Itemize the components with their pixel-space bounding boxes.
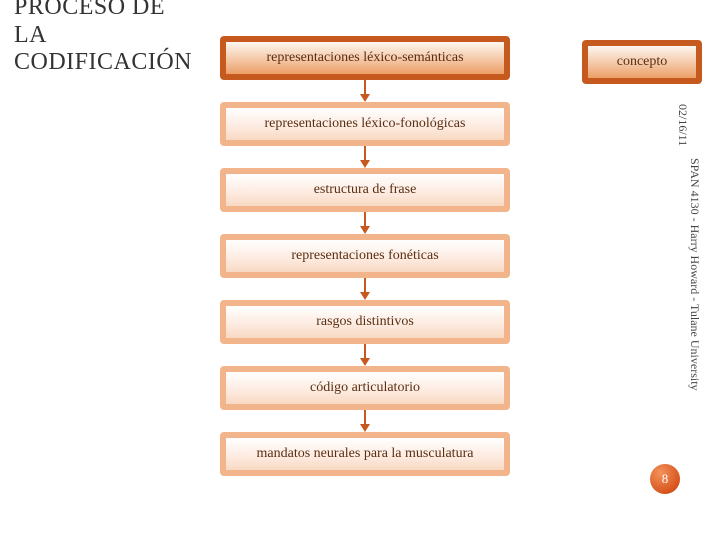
arrow-down-icon <box>358 410 372 432</box>
flow-box: código articulatorio <box>220 366 510 410</box>
flow-box: representaciones fonéticas <box>220 234 510 278</box>
slide-number-badge: 8 <box>650 464 680 494</box>
arrow-down-icon <box>358 278 372 300</box>
arrow-down-icon <box>358 146 372 168</box>
flow-column: representaciones léxico-semánticas repres… <box>150 36 580 476</box>
course-label: SPAN 4130 - Harry Howard - Tulane Univer… <box>687 158 702 418</box>
flow-box: rasgos distintivos <box>220 300 510 344</box>
flow-box: mandatos neurales para la musculatura <box>220 432 510 476</box>
date-label: 02/16/11 <box>675 104 690 146</box>
arrow-down-icon <box>358 212 372 234</box>
arrow-down-icon <box>358 80 372 102</box>
flow-box: representaciones léxico-semánticas <box>220 36 510 80</box>
flow-box: estructura de frase <box>220 168 510 212</box>
concept-box: concepto <box>582 40 702 84</box>
arrow-down-icon <box>358 344 372 366</box>
flow-box: representaciones léxico-fonológicas <box>220 102 510 146</box>
